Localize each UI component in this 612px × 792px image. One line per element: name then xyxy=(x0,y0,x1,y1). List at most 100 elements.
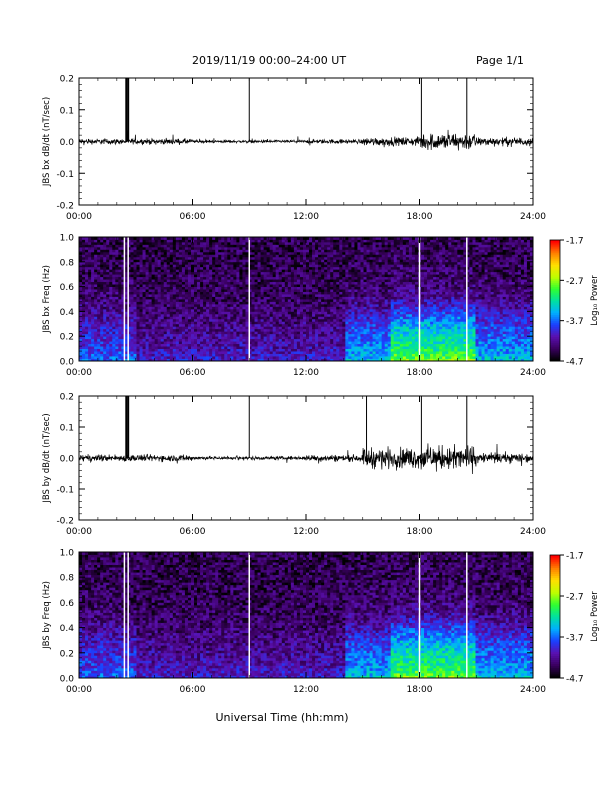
heat-cell xyxy=(354,266,358,270)
heat-cell xyxy=(251,261,255,265)
heat-cell xyxy=(139,296,143,300)
heat-cell xyxy=(269,291,274,295)
heat-cell xyxy=(133,239,137,243)
heat-cell xyxy=(142,308,146,312)
heat-cell xyxy=(121,316,125,320)
heat-cell xyxy=(324,274,328,278)
heat-cell xyxy=(369,326,373,330)
heat-cell xyxy=(197,266,201,270)
heat-cell xyxy=(342,348,346,352)
heat-cell xyxy=(345,351,349,354)
heat-cell xyxy=(251,333,255,337)
heat-cell xyxy=(281,321,286,325)
heat-cell xyxy=(221,276,225,280)
heat-cell xyxy=(163,251,168,255)
heat-cell xyxy=(312,323,316,327)
heat-cell xyxy=(103,284,107,287)
heat-cell xyxy=(372,321,377,325)
heat-cell xyxy=(197,353,201,357)
heat-cell xyxy=(327,246,331,250)
heat-cell xyxy=(148,331,153,335)
heat-cell xyxy=(378,296,383,300)
heat-cell xyxy=(133,271,137,275)
heat-cell xyxy=(124,259,128,263)
heat-cell xyxy=(251,346,255,349)
heat-cell xyxy=(254,251,258,255)
heat-cell xyxy=(345,264,349,268)
heat-cell xyxy=(200,356,204,359)
heat-cell xyxy=(336,336,340,340)
heat-cell xyxy=(272,326,277,330)
heat-cell xyxy=(145,313,150,317)
heat-cell xyxy=(342,316,346,320)
heat-cell xyxy=(293,303,298,307)
heat-cell xyxy=(142,313,146,317)
heat-cell xyxy=(287,237,292,240)
heat-cell xyxy=(106,264,110,268)
heat-cell xyxy=(215,301,219,305)
heat-cell xyxy=(315,244,319,248)
heat-cell xyxy=(200,311,204,315)
heat-cell xyxy=(254,331,258,335)
heat-cell xyxy=(245,239,249,243)
heat-cell xyxy=(184,241,189,245)
heat-cell xyxy=(230,276,234,280)
heat-cell xyxy=(82,286,86,290)
heat-cell xyxy=(354,336,358,340)
heat-cell xyxy=(245,261,249,265)
heat-cell xyxy=(327,259,331,263)
heat-cell xyxy=(306,289,310,292)
heat-cell xyxy=(206,313,210,317)
heat-cell xyxy=(160,251,165,255)
heat-cell xyxy=(242,328,246,332)
heat-cell xyxy=(169,244,174,248)
heat-cell xyxy=(160,306,165,310)
heat-cell xyxy=(209,274,213,278)
heat-cell xyxy=(351,261,355,265)
heat-cell xyxy=(369,276,373,280)
heat-cell xyxy=(166,331,171,335)
heat-cell xyxy=(169,276,174,280)
heat-cell xyxy=(275,251,280,255)
heat-cell xyxy=(278,244,283,248)
heat-cell xyxy=(154,264,159,268)
heat-cell xyxy=(281,343,286,347)
heat-cell xyxy=(330,341,334,345)
heat-cell xyxy=(175,249,180,253)
heat-cell xyxy=(154,326,159,330)
heat-cell xyxy=(248,308,252,312)
heat-cell xyxy=(339,254,343,258)
heat-cell xyxy=(260,246,265,250)
heat-cell xyxy=(139,331,143,335)
heat-cell xyxy=(127,301,131,305)
heat-cell xyxy=(269,284,274,287)
heat-cell xyxy=(109,318,113,322)
heat-cell xyxy=(330,338,334,342)
heat-cell xyxy=(269,251,274,255)
heat-cell xyxy=(351,338,355,342)
heat-cell xyxy=(139,321,143,325)
heat-cell xyxy=(209,296,213,300)
heat-cell xyxy=(215,318,219,322)
heat-cell xyxy=(130,313,134,317)
heat-cell xyxy=(209,261,213,265)
heat-cell xyxy=(330,251,334,255)
heat-cell xyxy=(121,346,125,349)
heat-cell xyxy=(318,266,322,270)
heat-cell xyxy=(209,333,213,337)
heat-cell xyxy=(103,256,107,260)
heat-cell xyxy=(245,237,249,240)
heat-cell xyxy=(172,239,177,243)
heat-cell xyxy=(327,266,331,270)
heat-cell xyxy=(218,326,222,330)
heat-cell xyxy=(163,239,168,243)
heat-cell xyxy=(369,313,373,317)
heat-cell xyxy=(339,313,343,317)
heat-cell xyxy=(157,239,162,243)
heat-cell xyxy=(224,318,228,322)
heat-cell xyxy=(233,249,237,253)
heat-cell xyxy=(263,348,268,352)
heat-cell xyxy=(79,351,83,354)
heat-cell xyxy=(378,289,383,292)
heat-cell xyxy=(354,316,358,320)
